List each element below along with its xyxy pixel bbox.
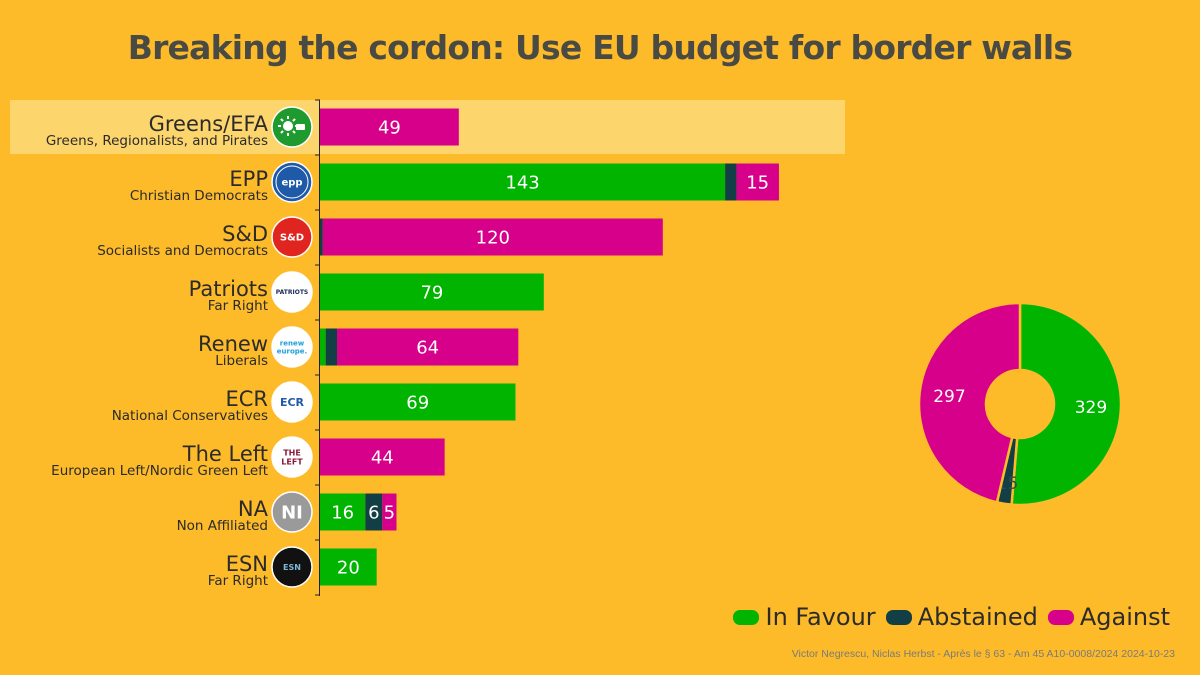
patriots-logo-text: PATRIOTS <box>276 289 308 296</box>
renew-europe-logo-text: renew <box>280 340 305 348</box>
legend-swatch-abstained <box>885 609 912 625</box>
bar-segment-against <box>382 493 397 531</box>
party-subtitle: Greens, Regionalists, and Pirates <box>46 133 268 149</box>
party-subtitle: Christian Democrats <box>130 188 268 204</box>
renew-europe-logo <box>271 326 313 368</box>
ni-logo-text: NI <box>281 502 303 523</box>
source-note: Victor Negrescu, Niclas Herbst - Après l… <box>791 648 1175 660</box>
ecr-group-logo-text: ECR <box>280 396 305 409</box>
bar-segment-abstained <box>365 493 383 531</box>
bar-segment-against <box>320 438 445 476</box>
bar-value-label: 64 <box>416 338 439 359</box>
legend-swatch-in-favour <box>733 609 760 625</box>
party-name: The Left <box>182 442 268 466</box>
legend-label-in-favour: In Favour <box>765 603 876 631</box>
legend-item-abstained: Abstained <box>885 603 1038 631</box>
party-name: S&D <box>222 222 268 246</box>
bar-segment-abstained <box>320 218 323 256</box>
bar-value-label: 143 <box>505 173 539 194</box>
bar-value-label: 49 <box>378 118 401 139</box>
s-and-d-logo-text: S&D <box>280 233 304 244</box>
the-left-logo-text: LEFT <box>281 457 303 466</box>
party-name: Greens/EFA <box>149 112 269 136</box>
bar-segment-in-favour <box>320 493 366 531</box>
bar-segment-in-favour <box>320 163 726 201</box>
party-subtitle: Non Affiliated <box>177 518 268 534</box>
bar-segment-in-favour <box>320 328 326 366</box>
party-subtitle: Socialists and Democrats <box>97 243 268 259</box>
legend-item-against: Against <box>1047 603 1170 631</box>
donut-value-label: 297 <box>933 387 965 407</box>
party-subtitle: National Conservatives <box>112 408 268 424</box>
bar-segment-against <box>320 108 459 146</box>
party-subtitle: Liberals <box>215 353 268 369</box>
party-name: ECR <box>225 387 268 411</box>
legend-label-against: Against <box>1079 603 1170 631</box>
bar-segment-against <box>336 328 519 366</box>
bar-value-label: 6 <box>368 503 379 524</box>
donut-slice-in-favour <box>1010 301 1123 507</box>
ni-logo <box>271 491 313 533</box>
greens-efa-petal-icon <box>292 118 296 122</box>
renew-europe-logo-text: europe. <box>277 348 307 356</box>
legend-label-abstained: Abstained <box>917 603 1038 631</box>
greens-efa-petal-icon <box>280 130 284 134</box>
donut-value-label: 329 <box>1075 398 1107 418</box>
party-name: Renew <box>198 332 268 356</box>
bar-segment-in-favour <box>320 548 377 586</box>
legend: In Favour Abstained Against <box>733 603 1170 631</box>
donut-slice-against <box>917 301 1022 504</box>
bar-value-label: 120 <box>476 228 510 249</box>
greens-efa-petal-icon <box>292 130 296 134</box>
bar-value-label: 15 <box>746 173 769 194</box>
legend-swatch-against <box>1047 609 1074 625</box>
bar-value-label: 44 <box>371 448 394 469</box>
bar-segment-abstained <box>325 328 337 366</box>
party-name: NA <box>238 497 269 521</box>
party-name: Patriots <box>189 277 268 301</box>
greens-efa-petal-icon <box>280 118 284 122</box>
bar-segment-in-favour <box>320 273 544 311</box>
esn-logo-text: ESN <box>283 563 301 572</box>
chart-title: Breaking the cordon: Use EU budget for b… <box>127 28 1073 67</box>
the-left-logo-text: THE <box>283 448 301 457</box>
party-subtitle: Far Right <box>208 298 268 314</box>
greens-efa-mark-icon <box>296 124 305 130</box>
party-name: EPP <box>229 167 268 191</box>
party-name: ESN <box>226 552 268 576</box>
party-subtitle: European Left/Nordic Green Left <box>51 463 268 479</box>
bar-segment-against <box>736 163 779 201</box>
party-subtitle: Far Right <box>208 573 268 589</box>
patriots-logo <box>271 271 313 313</box>
bar-segment-in-favour <box>320 383 516 421</box>
bar-value-label: 20 <box>337 558 360 579</box>
epp-logo <box>271 161 313 203</box>
epp-ring-icon <box>275 165 309 199</box>
epp-logo-text: epp <box>281 178 302 189</box>
legend-item-in-favour: In Favour <box>733 603 876 631</box>
bar-value-label: 69 <box>406 393 429 414</box>
greens-efa-flower-icon <box>283 121 293 131</box>
bar-segment-abstained <box>725 163 737 201</box>
esn-logo <box>271 546 313 588</box>
bar-value-label: 16 <box>331 503 354 524</box>
ecr-group-logo <box>271 381 313 423</box>
bar-value-label: 5 <box>384 503 395 524</box>
bar-segment-against <box>322 218 663 256</box>
bar-value-label: 79 <box>420 283 443 304</box>
the-left-logo <box>271 436 313 478</box>
s-and-d-logo <box>271 216 313 258</box>
